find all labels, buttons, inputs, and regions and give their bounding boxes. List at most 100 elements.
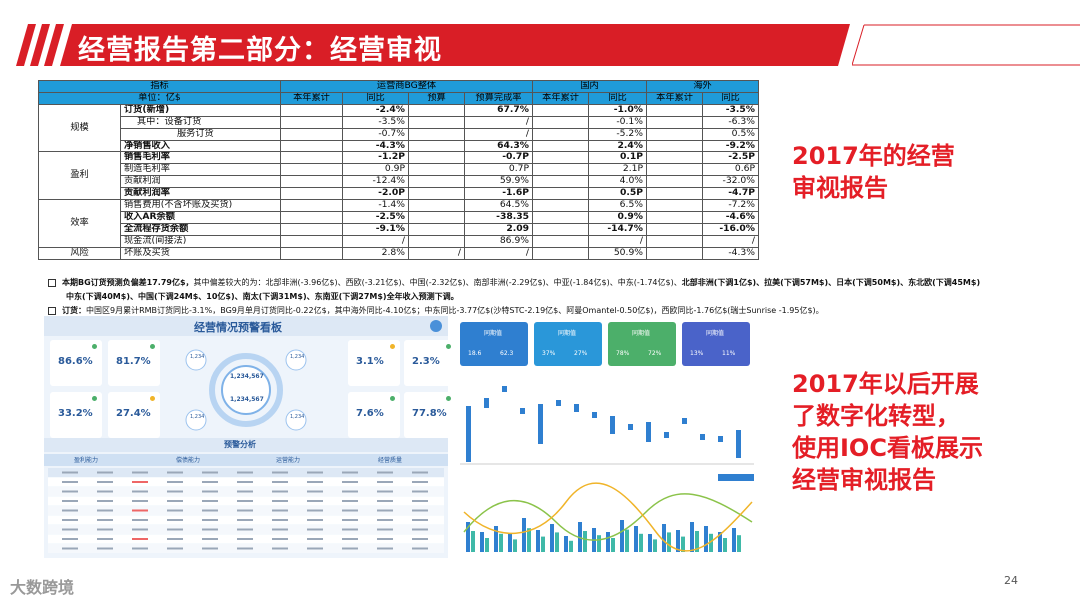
cell-placeholder: [412, 547, 428, 550]
candle-bar: [592, 412, 597, 418]
bar-mark: [471, 531, 475, 552]
table-row: 全流程存货余额 -9.1% 2.09 -14.7% -16.0%: [39, 222, 760, 236]
table-cell: [646, 187, 704, 201]
table-cell: 4.0%: [588, 175, 648, 189]
bar-mark: [718, 532, 722, 552]
cell-placeholder: [342, 538, 358, 540]
table-subhead: 同比: [702, 91, 760, 105]
metric-tile: 同期值 78% 72%: [608, 322, 676, 366]
cell-placeholder: [167, 547, 183, 550]
cell-placeholder: [132, 547, 148, 550]
cell-placeholder: [412, 528, 428, 531]
cell-placeholder: [377, 519, 393, 521]
bar-mark: [499, 533, 503, 552]
tab-profit[interactable]: 盈利能力: [74, 457, 99, 464]
kpi-value: 2.3%: [412, 356, 440, 367]
table-subhead: 预算完成率: [463, 91, 534, 105]
table-cell: [408, 127, 465, 141]
page-number: 24: [1004, 574, 1018, 587]
candle-bar: [502, 386, 507, 392]
tab-operation[interactable]: 运营能力: [276, 457, 301, 464]
table-row-label: 坏账及买货: [120, 246, 281, 260]
summary-after-2017: 2017年以后开展 了数字化转型， 使用IOC看板展示 经营审视报告: [792, 370, 983, 494]
bar-mark: [737, 535, 741, 552]
table-cell: 6.5%: [588, 199, 648, 212]
candle-bar: [682, 418, 687, 424]
candle-bar: [628, 424, 633, 430]
cell-placeholder: [97, 547, 113, 550]
cell-placeholder: [412, 481, 428, 483]
table-row: 其中：设备订货 -3.5% / -0.1% -6.3%: [39, 115, 760, 129]
cell-placeholder: [62, 509, 78, 512]
table-cell: -4.3%: [342, 139, 409, 153]
table-subhead: 预算: [408, 91, 465, 105]
tile-value: 27%: [574, 350, 588, 357]
summary-2017: 2017年的经营 审视报告: [792, 142, 955, 202]
table-cell: 2.1P: [588, 163, 648, 177]
cell-placeholder: [342, 471, 358, 474]
cell-placeholder: [97, 490, 113, 493]
cell-placeholder: [377, 538, 393, 540]
bar-mark: [639, 533, 643, 552]
table-cell: -7.2%: [702, 199, 760, 212]
table-cell: [646, 115, 704, 129]
cell-placeholder: [342, 509, 358, 512]
download-icon[interactable]: [430, 320, 442, 332]
table-cell: [532, 151, 590, 165]
table-cell: [532, 103, 590, 117]
kpi-card: 7.6%: [348, 392, 400, 438]
table-cell: -14.7%: [588, 222, 648, 236]
table-cell: -16.0%: [702, 222, 760, 236]
candle-bar: [646, 422, 651, 442]
kpi-table: 指标 运营商BG整体 国内 海外 单位：亿$ 本年累计 同比 预算 预算完成率 本年累计 同比 本年累…: [38, 80, 760, 260]
candle-bar: [484, 398, 489, 408]
cell-placeholder: [272, 519, 288, 521]
legend-toggle: [718, 474, 754, 481]
table-subhead: 同比: [588, 91, 648, 105]
tile-label: 同期值: [706, 330, 725, 337]
table-cell: /: [463, 127, 534, 141]
bar-mark: [681, 536, 685, 552]
table-row-label: 净销售收入: [120, 139, 281, 153]
cell-placeholder: [307, 528, 323, 531]
table-row-label: 销售毛利率: [120, 151, 281, 165]
table-cell: 0.9P: [342, 163, 409, 177]
tile-label: 同期值: [484, 330, 503, 337]
candle-bar: [610, 416, 615, 434]
bar-mark: [634, 526, 638, 552]
cell-placeholder: [132, 471, 148, 474]
tab-solvency[interactable]: 偿债能力: [176, 457, 201, 464]
tile-value: 18.6: [468, 350, 482, 357]
cell-placeholder: [167, 528, 183, 531]
candle-bar: [466, 406, 471, 462]
table-cell: 50.9%: [588, 246, 648, 260]
cell-placeholder: [272, 500, 288, 502]
table-head: 指标: [38, 80, 281, 93]
table-cell: [532, 163, 590, 177]
tab-quality[interactable]: 经营质量: [378, 457, 403, 464]
table-cell: [532, 246, 590, 260]
cell-placeholder: [272, 547, 288, 550]
cell-placeholder: [307, 490, 323, 493]
table-cell: [280, 246, 343, 260]
table-head: 运营商BG整体: [279, 80, 534, 93]
bar-mark: [541, 536, 545, 552]
table-head: 海外: [646, 80, 760, 93]
table-cell: [408, 210, 465, 224]
cell-placeholder: [377, 481, 393, 483]
tile-value: 78%: [616, 350, 630, 357]
cell-placeholder: [237, 471, 253, 474]
cell-placeholder: [62, 528, 78, 531]
tile-value: 72%: [648, 350, 662, 357]
tile-label: 同期值: [558, 330, 577, 337]
kpi-card: 2.3%: [404, 340, 456, 386]
table-cell: 0.6P: [702, 163, 760, 177]
cell-placeholder: [412, 519, 428, 521]
table-row-label: 订货(新增): [120, 103, 281, 117]
cell-placeholder: [307, 500, 323, 502]
cell-placeholder: [167, 538, 183, 540]
candle-bar: [538, 404, 543, 444]
note-1: 本期BG订货预测负偏差17.79亿$，其中偏差较大的为：北部非洲(-3.96亿$…: [48, 277, 980, 288]
bar-mark: [466, 522, 470, 552]
table-cell: [646, 127, 704, 141]
